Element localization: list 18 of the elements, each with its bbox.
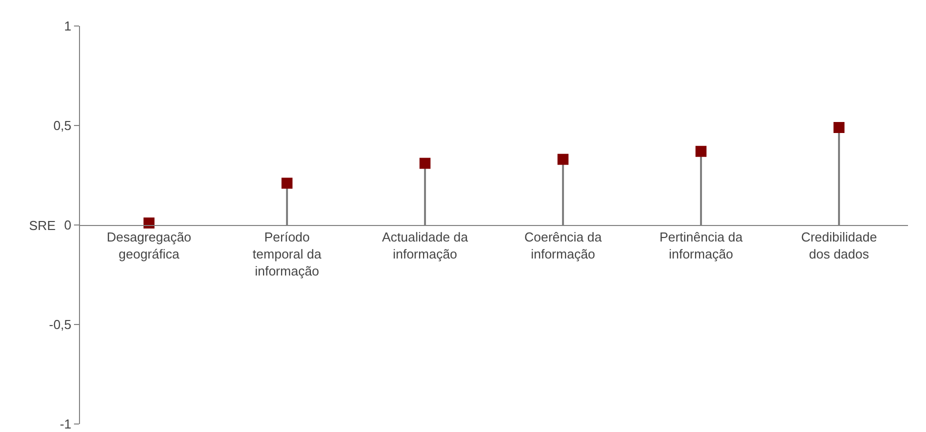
point — [420, 158, 430, 169]
x-tick-label: Desagregação geográfica — [106, 230, 192, 262]
point — [696, 146, 706, 157]
x-tick-label: Actualidade da informação — [382, 230, 469, 262]
point — [144, 218, 154, 229]
text: SRE — [29, 218, 56, 233]
y-tick-label: 0 — [64, 218, 72, 233]
y-tick-label: 1 — [64, 18, 72, 34]
y-tick-label: 0,5 — [53, 118, 72, 134]
x-tick-label: Credibilidade dos dados — [801, 230, 877, 262]
point — [834, 122, 844, 133]
y-tick-label: -0,5 — [48, 317, 72, 332]
x-tick-label: Pertinência da informação — [659, 230, 744, 262]
point — [558, 154, 568, 165]
x-tick-label: Coerência da informação — [524, 230, 602, 262]
y-tick-label: -1 — [60, 416, 72, 432]
x-tick-label: Período temporal da informação — [252, 230, 322, 278]
point — [282, 178, 292, 189]
